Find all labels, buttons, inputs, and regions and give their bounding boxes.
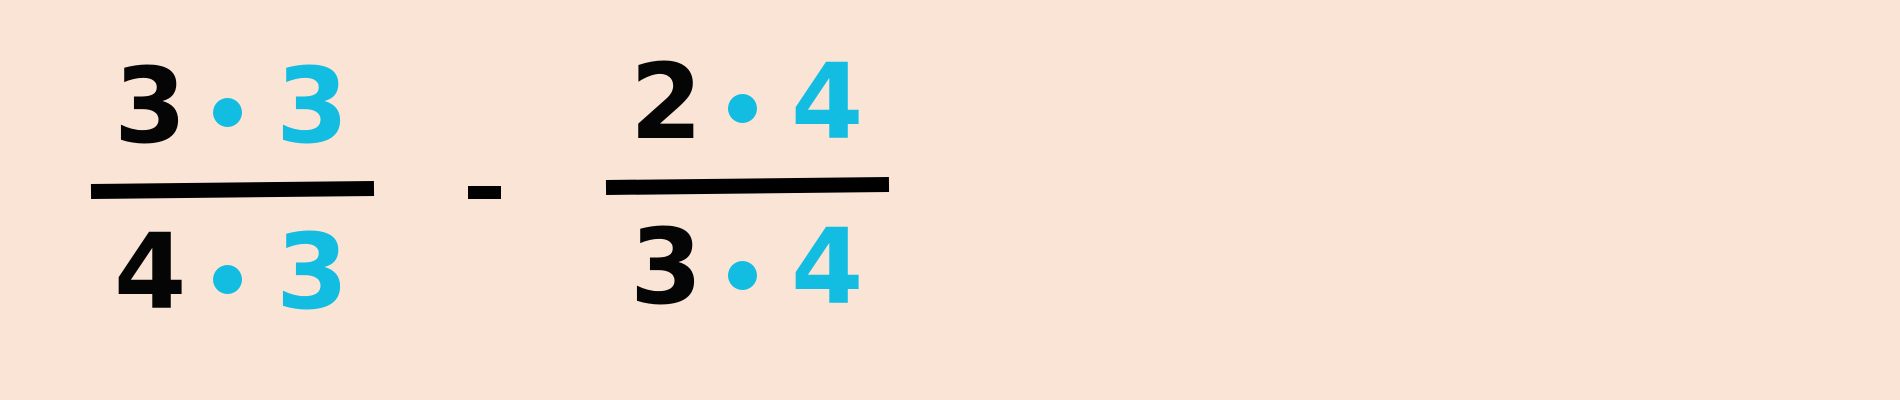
fraction-1-numerator-right: 3 <box>276 45 349 167</box>
multiplication-dot-icon <box>213 265 242 294</box>
fraction-2-bar <box>605 177 890 195</box>
fraction-1-denominator-left: 4 <box>114 211 187 333</box>
fraction-1-numerator-left: 3 <box>114 45 187 167</box>
fraction-1-denominator-right: 3 <box>276 211 349 333</box>
fraction-1-bar <box>90 181 375 199</box>
multiplication-dot-icon <box>728 261 757 290</box>
multiplication-dot-icon <box>728 94 757 123</box>
minus-sign-icon <box>468 186 501 199</box>
fraction-2-numerator-left: 2 <box>630 41 703 163</box>
fraction-2-denominator-right: 4 <box>791 206 864 328</box>
fraction-2-numerator-right: 4 <box>791 41 864 163</box>
multiplication-dot-icon <box>213 98 242 127</box>
fraction-2-denominator-left: 3 <box>630 206 703 328</box>
